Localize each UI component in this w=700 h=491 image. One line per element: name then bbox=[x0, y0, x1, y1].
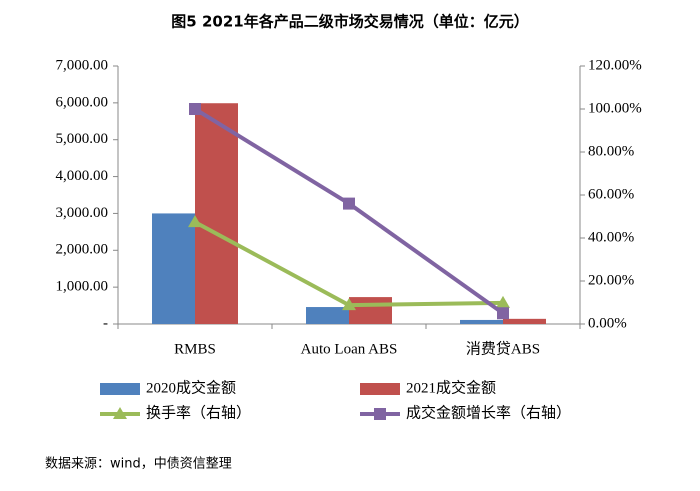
y2-tick-label: 60.00% bbox=[588, 186, 634, 202]
y-tick-label: - bbox=[103, 315, 108, 331]
y2-tick-label: 120.00% bbox=[588, 57, 642, 73]
line-marker bbox=[189, 103, 201, 115]
bar bbox=[152, 213, 195, 324]
line-series bbox=[194, 220, 504, 308]
line-marker bbox=[497, 307, 509, 320]
source-note: 数据来源：wind，中债资信整理 bbox=[45, 457, 232, 472]
legend-swatch bbox=[360, 383, 400, 395]
x-tick-label: 消费贷ABS bbox=[466, 340, 540, 357]
legend-label: 成交金额增长率（右轴） bbox=[406, 403, 571, 421]
chart-title: 图5 2021年各产品二级市场交易情况（单位：亿元） bbox=[171, 13, 528, 31]
line-marker bbox=[188, 215, 202, 228]
y-tick-label: 7,000.00 bbox=[56, 57, 109, 73]
bar bbox=[195, 103, 238, 325]
y2-tick-label: 80.00% bbox=[588, 143, 634, 159]
legend-marker bbox=[113, 407, 127, 419]
bar bbox=[306, 307, 349, 324]
y-tick-label: 5,000.00 bbox=[56, 131, 109, 147]
y-tick-label: 3,000.00 bbox=[56, 205, 109, 221]
y2-tick-label: 0.00% bbox=[588, 315, 627, 331]
x-tick-label: RMBS bbox=[174, 341, 216, 357]
bar bbox=[460, 319, 503, 324]
line-series bbox=[193, 107, 505, 315]
y-tick-label: 1,000.00 bbox=[56, 279, 109, 295]
legend-label: 2021成交金额 bbox=[406, 378, 496, 396]
bar bbox=[503, 318, 546, 324]
x-tick-label: Auto Loan ABS bbox=[301, 341, 398, 357]
line-marker bbox=[496, 295, 510, 308]
bar bbox=[349, 297, 392, 324]
legend-label: 2020成交金额 bbox=[146, 378, 236, 396]
legend-swatch bbox=[100, 383, 140, 395]
y2-tick-label: 20.00% bbox=[588, 272, 634, 288]
line-marker bbox=[342, 298, 356, 311]
legend-label: 换手率（右轴） bbox=[146, 404, 251, 421]
line-marker bbox=[343, 197, 355, 210]
y-tick-label: 6,000.00 bbox=[56, 94, 109, 110]
legend-marker bbox=[374, 408, 386, 420]
y-tick-label: 4,000.00 bbox=[56, 168, 109, 184]
y2-tick-label: 40.00% bbox=[588, 229, 634, 245]
y2-tick-label: 100.00% bbox=[588, 100, 642, 116]
y-tick-label: 2,000.00 bbox=[56, 242, 109, 258]
